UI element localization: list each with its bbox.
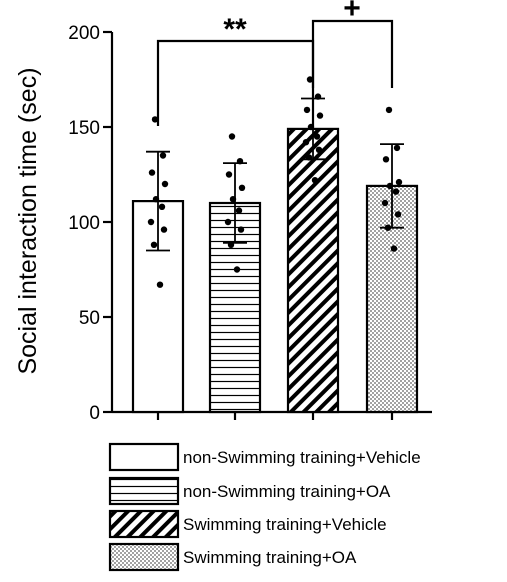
data-point [228, 133, 236, 140]
data-point [315, 146, 323, 153]
significance-bracket [156, 39, 315, 126]
data-point [392, 188, 400, 195]
plot-area: 0 50 100 150 200 ** + [68, 0, 432, 424]
data-point [147, 218, 155, 226]
legend-label: non-Swimming training+Vehicle [183, 448, 421, 467]
data-point [316, 112, 324, 119]
legend-swatch [108, 476, 180, 506]
data-point [314, 93, 322, 100]
data-point [150, 241, 158, 248]
legend-label: Swimming training+Vehicle [183, 515, 387, 534]
data-point [302, 139, 310, 146]
significance-label: ** [223, 13, 247, 46]
data-point [236, 158, 244, 165]
bar-3 [286, 127, 340, 414]
legend-swatch [108, 442, 180, 472]
legend: non-Swimming training+Vehicle non-Swimmin… [108, 442, 421, 572]
data-point [156, 281, 164, 288]
data-point [381, 199, 389, 207]
data-point [382, 156, 390, 163]
data-point [306, 76, 314, 83]
data-point [394, 211, 402, 218]
data-point [233, 266, 241, 273]
data-point [159, 152, 167, 159]
data-point [227, 241, 235, 248]
data-point [313, 133, 321, 140]
significance-bracket [311, 19, 394, 88]
legend-label: Swimming training+OA [183, 548, 357, 567]
data-point [237, 226, 245, 233]
data-point [238, 184, 246, 191]
data-point [390, 245, 398, 252]
legend-swatch [108, 542, 180, 572]
legend-swatch [108, 509, 180, 539]
data-point [225, 171, 233, 178]
y-tick-label: 200 [68, 23, 100, 44]
data-point [235, 207, 243, 214]
data-point [385, 106, 393, 114]
y-tick-label: 0 [89, 403, 100, 424]
data-point [160, 226, 168, 233]
y-tick-label: 50 [79, 308, 100, 329]
data-point [386, 182, 394, 190]
data-point [229, 196, 237, 203]
data-point [148, 169, 156, 176]
data-point [303, 106, 311, 114]
y-tick-label: 100 [68, 213, 100, 234]
data-point [393, 144, 401, 152]
data-point [161, 180, 169, 188]
data-point [384, 224, 392, 231]
data-point [305, 154, 313, 161]
y-tick-label: 150 [68, 118, 100, 139]
data-point [152, 196, 160, 203]
data-point [395, 178, 403, 186]
significance-label: + [343, 0, 361, 25]
data-point [158, 203, 166, 210]
legend-label: non-Swimming training+OA [183, 482, 391, 501]
data-point [151, 116, 159, 123]
y-axis-title: Social interaction time (sec) [14, 67, 42, 374]
data-point [311, 177, 319, 184]
data-point [224, 218, 232, 226]
